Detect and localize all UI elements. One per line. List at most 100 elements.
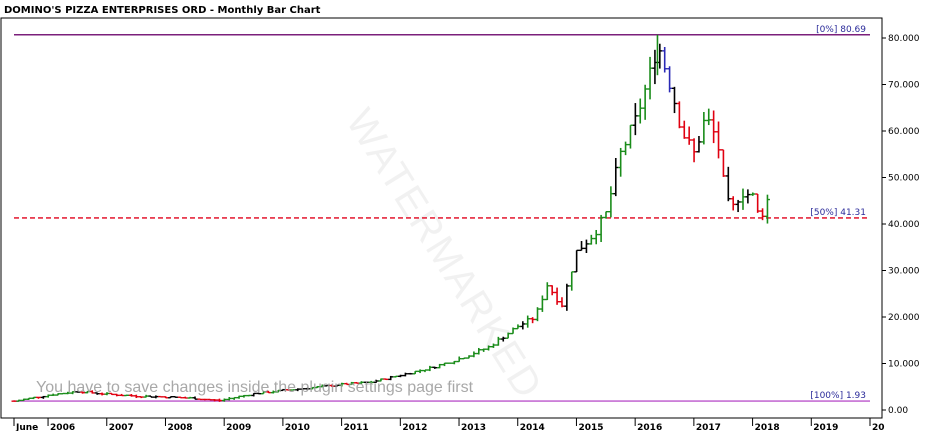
ohlc-bar xyxy=(525,315,531,328)
ohlc-bar xyxy=(212,399,218,402)
ohlc-bar xyxy=(241,394,247,398)
ohlc-bar xyxy=(750,192,756,196)
ohlc-bar xyxy=(373,379,379,383)
y-tick-label: 40.000 xyxy=(888,220,920,230)
ohlc-bar xyxy=(613,158,619,197)
ohlc-bar xyxy=(148,395,154,398)
ohlc-bar xyxy=(143,394,149,398)
y-tick-label: 10.000 xyxy=(888,360,920,370)
ohlc-bar xyxy=(505,332,511,339)
y-tick-label: 20.000 xyxy=(888,313,920,323)
ohlc-bar xyxy=(11,400,17,402)
ohlc-bar xyxy=(236,395,242,399)
ohlc-bar xyxy=(358,381,364,384)
ohlc-bar xyxy=(216,398,222,402)
ohlc-bar xyxy=(231,396,237,400)
x-tick-label: 2012 xyxy=(402,423,427,431)
ohlc-bar xyxy=(26,397,32,400)
ohlc-bar xyxy=(261,391,267,395)
ohlc-bar xyxy=(158,395,164,398)
ohlc-bar xyxy=(583,239,589,254)
ohlc-bar xyxy=(177,396,183,399)
level-label: [0%] 80.69 xyxy=(816,25,866,35)
level-label: [50%] 41.31 xyxy=(810,208,866,218)
ohlc-bar xyxy=(456,356,462,363)
ohlc-bar xyxy=(402,372,408,377)
level-label: [100%] 1.93 xyxy=(810,391,866,401)
ohlc-bar xyxy=(730,196,736,211)
ohlc-bar xyxy=(535,307,541,322)
ohlc-bar xyxy=(60,392,66,395)
ohlc-bar xyxy=(368,380,374,384)
ohlc-bar xyxy=(50,393,56,396)
ohlc-bar xyxy=(324,384,330,387)
y-tick-label: 0.00 xyxy=(888,406,908,416)
ohlc-bar xyxy=(632,103,638,136)
x-tick-label: 2017 xyxy=(696,423,721,431)
ohlc-bar xyxy=(476,347,482,355)
ohlc-bar xyxy=(168,396,174,399)
ohlc-bar xyxy=(153,395,159,399)
ohlc-bar xyxy=(138,396,144,399)
ohlc-bar xyxy=(412,370,418,375)
ohlc-bar xyxy=(114,393,120,397)
ohlc-bar xyxy=(760,208,766,221)
plugin-notice: You have to save changes inside the plug… xyxy=(36,379,474,396)
ohlc-bar xyxy=(280,388,286,392)
ohlc-bar xyxy=(285,389,291,391)
ohlc-bar xyxy=(398,374,404,378)
ohlc-bar xyxy=(133,394,139,399)
ohlc-bar xyxy=(207,398,213,401)
ohlc-bar xyxy=(432,366,438,369)
ohlc-bar xyxy=(182,396,188,399)
ohlc-bar xyxy=(569,271,575,291)
x-tick-label: 2013 xyxy=(461,423,486,431)
x-tick-label: 20 xyxy=(872,423,885,431)
ohlc-bar xyxy=(187,396,193,399)
ohlc-bar xyxy=(70,391,76,395)
ohlc-bar xyxy=(554,287,560,305)
ohlc-bar xyxy=(500,336,506,342)
ohlc-bar xyxy=(35,396,41,399)
y-tick-label: 60.000 xyxy=(888,127,920,137)
x-tick-label: 2015 xyxy=(578,423,603,431)
ohlc-bar xyxy=(437,363,443,369)
ohlc-bar xyxy=(353,381,359,384)
ohlc-bar xyxy=(128,394,134,397)
ohlc-bar xyxy=(349,381,355,386)
x-tick-label: 2016 xyxy=(637,423,662,431)
ohlc-bar xyxy=(442,362,448,367)
ohlc-bar xyxy=(686,126,692,145)
ohlc-bar xyxy=(623,141,629,156)
ohlc-bar xyxy=(363,381,369,383)
ohlc-bar xyxy=(94,392,100,395)
ohlc-bar xyxy=(172,396,178,398)
ohlc-bar xyxy=(31,396,37,400)
ohlc-bar xyxy=(427,365,433,372)
ohlc-bar xyxy=(549,285,555,296)
ohlc-bar xyxy=(246,394,252,397)
ohlc-bar xyxy=(691,138,697,163)
ohlc-bar xyxy=(314,385,320,389)
ohlc-bar xyxy=(221,398,227,402)
chart-title: DOMINO'S PIZZA ENTERPRISES ORD - Monthly… xyxy=(4,5,321,16)
ohlc-bar xyxy=(471,351,477,358)
ohlc-bar xyxy=(192,396,198,400)
ohlc-bar xyxy=(515,324,521,330)
ohlc-bar xyxy=(593,229,599,245)
x-tick-label: June xyxy=(15,423,38,431)
y-tick-label: 80.000 xyxy=(888,34,920,44)
ohlc-bar xyxy=(740,188,746,210)
ohlc-bar xyxy=(334,384,340,387)
x-tick-label: 2006 xyxy=(50,423,75,431)
y-tick-label: 50.000 xyxy=(888,174,920,184)
ohlc-bar xyxy=(407,372,413,375)
ohlc-bar xyxy=(530,317,536,324)
ohlc-bar xyxy=(256,392,262,395)
ohlc-bar xyxy=(667,66,673,93)
ohlc-bar xyxy=(197,398,203,401)
ohlc-bar xyxy=(579,241,585,252)
x-tick-label: 2008 xyxy=(167,423,192,431)
ohlc-bar xyxy=(486,345,492,351)
ohlc-bar xyxy=(681,120,687,139)
